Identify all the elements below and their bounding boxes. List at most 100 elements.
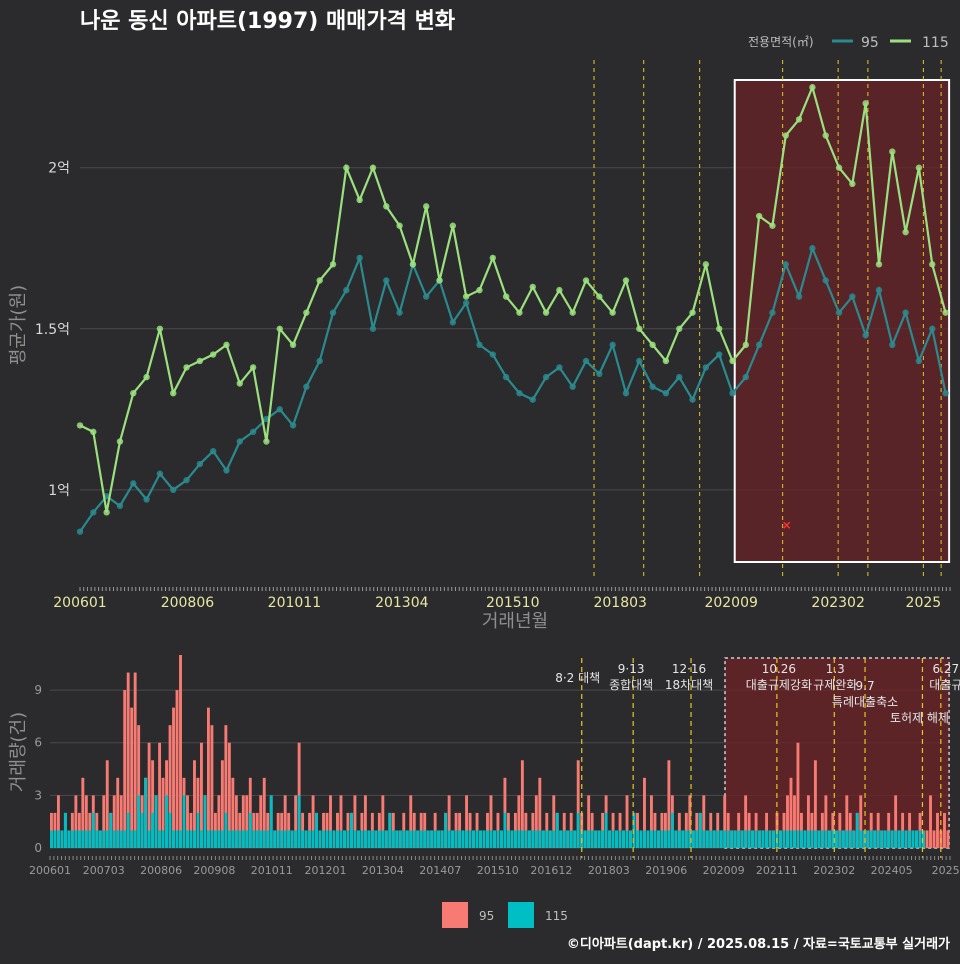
data-point-95	[369, 325, 377, 332]
bar-115	[290, 830, 294, 848]
bar-115	[527, 830, 531, 848]
x-axis-label-top: 거래년월	[482, 611, 548, 632]
bar-115	[283, 830, 287, 848]
bar-115	[855, 812, 859, 848]
bar-115	[451, 830, 455, 848]
bar-115	[154, 795, 158, 848]
bar-115	[545, 830, 549, 848]
bar-115	[573, 830, 577, 848]
bar-95	[353, 795, 357, 848]
bar-115	[343, 830, 346, 848]
data-point-115	[676, 325, 683, 332]
bar-115	[831, 830, 835, 848]
data-point-115	[835, 164, 843, 171]
data-point-115	[143, 373, 150, 381]
bar-95	[193, 760, 196, 848]
bar-115	[193, 830, 196, 848]
bar-95	[796, 742, 800, 848]
bar-115	[419, 830, 423, 848]
data-point-95	[649, 383, 656, 390]
bar-115	[158, 830, 162, 848]
data-point-115	[289, 341, 297, 349]
data-point-95	[170, 486, 177, 494]
bar-115	[618, 830, 622, 848]
bar-115	[897, 830, 901, 848]
chart-title: 나운 동신 아파트(1997) 매매가격 변화	[80, 9, 455, 34]
bar-115	[217, 830, 221, 848]
bar-115	[200, 830, 203, 848]
bar-115	[489, 830, 493, 848]
bar-115	[534, 830, 538, 848]
bar-115	[684, 830, 688, 848]
bar-115	[238, 830, 242, 848]
bar-95	[137, 725, 141, 848]
bar-95	[552, 795, 556, 848]
bar-115	[458, 830, 462, 848]
data-point-115	[942, 309, 949, 316]
bar-115	[918, 830, 922, 848]
data-point-95	[502, 373, 510, 381]
data-point-115	[622, 277, 630, 284]
bar-115	[705, 830, 709, 848]
bar-95	[932, 830, 936, 848]
legend-bottom-115-label: 115	[545, 909, 568, 923]
bar-95	[158, 742, 162, 848]
y-axis-label-bottom: 거래량(건)	[8, 712, 29, 792]
data-point-115	[343, 164, 350, 171]
bar-115	[50, 830, 53, 848]
data-point-95	[76, 528, 84, 535]
bar-95	[217, 795, 221, 848]
bar-115	[859, 830, 863, 848]
bar-115	[384, 830, 388, 848]
data-point-115	[356, 196, 363, 204]
bar-115	[698, 812, 702, 848]
bar-115	[869, 830, 873, 848]
data-point-95	[622, 389, 630, 397]
bar-115	[248, 812, 252, 848]
bar-95	[806, 795, 810, 848]
data-point-115	[223, 341, 230, 349]
bar-115	[102, 830, 106, 848]
bar-115	[601, 830, 605, 848]
bar-115	[346, 830, 350, 848]
bar-115	[116, 830, 120, 848]
bar-95	[231, 777, 235, 848]
data-point-95	[303, 383, 310, 390]
bar-115	[702, 830, 706, 848]
bar-95	[845, 795, 849, 848]
bar-115	[262, 830, 266, 848]
bar-115	[444, 812, 448, 848]
policy-annotation: 규제완화	[813, 678, 857, 692]
y-tick-label: 1억	[48, 483, 70, 499]
bar-95	[894, 795, 898, 848]
bar-115	[224, 812, 228, 848]
bar-115	[782, 830, 786, 848]
x-tick-label: 201304	[375, 595, 429, 611]
data-point-115	[636, 325, 643, 332]
data-point-95	[449, 319, 457, 326]
bar-115	[77, 830, 81, 848]
bar-95	[538, 777, 542, 848]
bar-115	[350, 812, 353, 848]
bar-95	[650, 795, 653, 848]
caption: ©디아파트(dapt.kr) / 2025.08.15 / 자료=국토교통부 실…	[567, 936, 950, 952]
bar-115	[433, 830, 437, 848]
data-point-115	[436, 277, 443, 284]
data-point-95	[609, 341, 616, 349]
bar-95	[206, 707, 210, 848]
bar-115	[475, 830, 479, 848]
bar-115	[677, 830, 681, 848]
data-point-95	[875, 286, 883, 294]
data-point-115	[249, 364, 257, 371]
bar-115	[84, 830, 88, 848]
bar-115	[95, 830, 99, 848]
data-point-95	[755, 341, 763, 349]
bar-115	[56, 830, 60, 848]
data-point-115	[542, 309, 550, 316]
bar-115	[517, 830, 521, 848]
bar-95	[339, 795, 343, 848]
bar-95	[793, 795, 796, 848]
data-point-115	[409, 261, 417, 268]
bar-115	[304, 830, 308, 848]
x-tick-label: 201906	[645, 864, 687, 877]
